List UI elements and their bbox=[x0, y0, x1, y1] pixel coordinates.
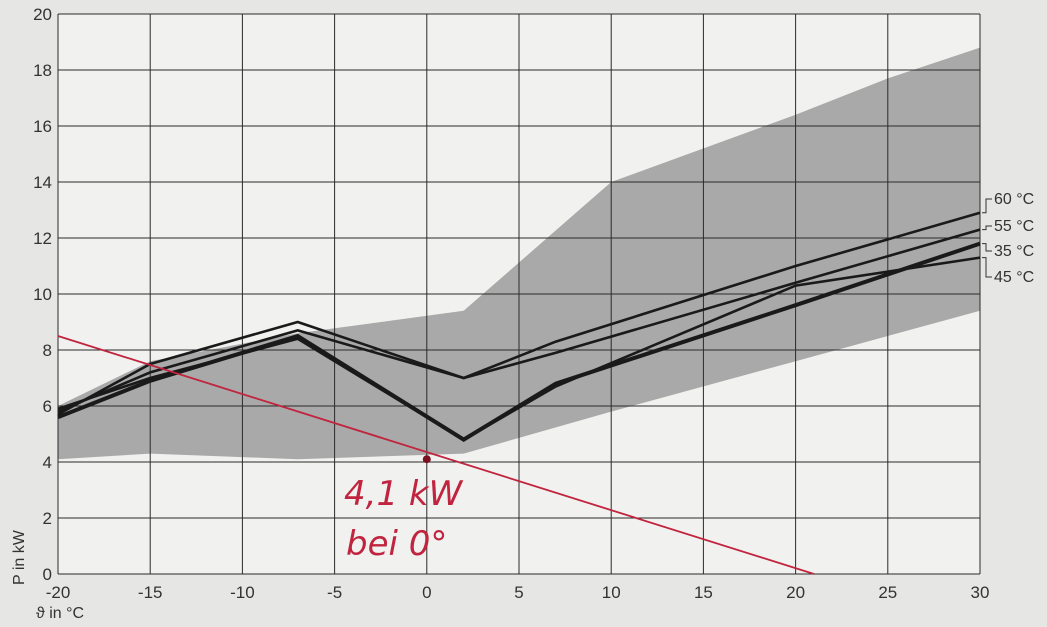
y-tick-label: 6 bbox=[43, 397, 52, 416]
series-label: 60 °C bbox=[994, 191, 1034, 208]
series-legend: 60 °C 55 °C 35 °C 45 °C bbox=[982, 191, 1034, 286]
grid bbox=[57, 13, 981, 575]
y-tick-label: 20 bbox=[33, 5, 52, 24]
y-axis-label: P in kW bbox=[11, 529, 28, 585]
y-tick-label: 10 bbox=[33, 285, 52, 304]
x-tick-label: -15 bbox=[138, 583, 163, 602]
annotation-line-1: 4,1 kW bbox=[344, 474, 464, 514]
y-tick-label: 16 bbox=[33, 117, 52, 136]
x-tick-label: -5 bbox=[327, 583, 342, 602]
x-tick-label: 20 bbox=[786, 583, 805, 602]
legend-leader-line bbox=[982, 257, 992, 278]
series-lines bbox=[57, 211, 981, 442]
series-line-3 bbox=[57, 256, 981, 442]
y-tick-label: 0 bbox=[43, 565, 52, 584]
x-tick-label: 25 bbox=[878, 583, 897, 602]
series-label: 55 °C bbox=[994, 218, 1034, 235]
y-tick-label: 8 bbox=[43, 341, 52, 360]
x-tick-label: 30 bbox=[971, 583, 990, 602]
y-tick-label: 4 bbox=[43, 453, 52, 472]
tick-labels: 0 2 4 6 8 10 12 14 16 18 20 -20 -15 -10 -5 0 5 10 15 20 25 30 bbox=[33, 5, 989, 602]
power-band bbox=[58, 47, 980, 460]
y-tick-label: 14 bbox=[33, 173, 52, 192]
series-label: 35 °C bbox=[994, 243, 1034, 260]
x-tick-label: 15 bbox=[694, 583, 713, 602]
x-tick-label: 0 bbox=[422, 583, 431, 602]
legend-leader-line bbox=[982, 243, 992, 252]
x-tick-label: -20 bbox=[46, 583, 71, 602]
power-band-area bbox=[58, 47, 980, 460]
series-label: 45 °C bbox=[994, 269, 1034, 286]
legend-leader-line bbox=[982, 198, 992, 214]
legend-leader-line bbox=[982, 225, 992, 231]
heating-load-line bbox=[57, 335, 815, 575]
series-line-1 bbox=[57, 228, 981, 413]
x-tick-label: 5 bbox=[514, 583, 523, 602]
annotation-line-2: bei 0° bbox=[346, 524, 447, 564]
operating-point-marker bbox=[422, 455, 431, 464]
x-axis-label: ϑ in °C bbox=[36, 605, 84, 622]
x-tick-label: -10 bbox=[230, 583, 255, 602]
y-tick-label: 2 bbox=[43, 509, 52, 528]
heating-load-line-segment bbox=[57, 335, 815, 575]
x-tick-label: 10 bbox=[602, 583, 621, 602]
y-tick-label: 12 bbox=[33, 229, 52, 248]
y-tick-label: 18 bbox=[33, 61, 52, 80]
